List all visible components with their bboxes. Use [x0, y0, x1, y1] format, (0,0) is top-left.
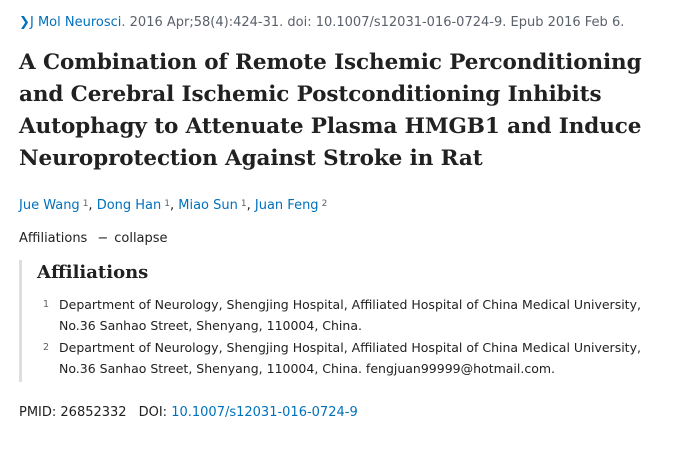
title-line: and Cerebral Ischemic Postconditioning I…	[19, 82, 602, 107]
author-link-juan-feng[interactable]: Juan Feng	[254, 198, 319, 213]
affiliation-line: No.36 Sanhao Street, Shenyang, 110004, C…	[59, 318, 362, 333]
author-link-miao-sun[interactable]: Miao Sun	[178, 198, 238, 213]
author-affiliation-ref[interactable]: 2	[321, 199, 328, 209]
article-identifiers: PMID: 26852332 DOI: 10.1007/s12031-016-07…	[19, 404, 669, 422]
doi-label: DOI:	[138, 405, 168, 420]
affiliations-heading: Affiliations	[37, 262, 149, 283]
author-affiliation-ref[interactable]: 1	[240, 199, 247, 209]
article-page: ❯J Mol Neurosci. 2016 Apr;58(4):424-31. …	[19, 0, 669, 422]
affiliations-panel: Affiliations 1 Department of Neurology, …	[19, 260, 669, 382]
pmid-label: PMID: 26852332	[19, 405, 127, 420]
affiliation-line: No.36 Sanhao Street, Shenyang, 110004, C…	[59, 361, 556, 376]
title-line: A Combination of Remote Ischemic Percond…	[19, 50, 642, 75]
affiliation-line: Department of Neurology, Shengjing Hospi…	[59, 340, 641, 355]
affiliation-number: 2	[43, 342, 50, 353]
doi-link[interactable]: 10.1007/s12031-016-0724-9	[171, 405, 358, 420]
journal-link[interactable]: J Mol Neurosci	[30, 15, 122, 30]
title-line: Autophagy to Attenuate Plasma HMGB1 and …	[19, 114, 642, 139]
affiliation-item: 1 Department of Neurology, Shengjing Hos…	[37, 294, 669, 336]
affiliation-item: 2 Department of Neurology, Shengjing Hos…	[37, 337, 669, 379]
collapse-dash-icon: −	[97, 231, 109, 246]
citation-details: . 2016 Apr;58(4):424-31. doi: 10.1007/s1…	[121, 15, 625, 30]
chevron-right-icon[interactable]: ❯	[19, 15, 30, 30]
author-link-dong-han[interactable]: Dong Han	[96, 198, 162, 213]
collapse-button[interactable]: collapse	[114, 231, 168, 246]
citation-line: ❯J Mol Neurosci. 2016 Apr;58(4):424-31. …	[19, 14, 669, 32]
authors-list: Jue Wang 1, Dong Han 1, Miao Sun 1, Juan Fe…	[19, 198, 328, 213]
author-affiliation-ref[interactable]: 1	[82, 199, 89, 209]
author-link-jue-wang[interactable]: Jue Wang	[19, 198, 80, 213]
affiliations-toggle-label: Affiliations	[19, 231, 88, 246]
affiliation-number: 1	[43, 299, 50, 310]
affiliations-toggle[interactable]: Affiliations − collapse	[19, 230, 669, 248]
title-line: Neuroprotection Against Stroke in Rat	[19, 146, 483, 171]
author-affiliation-ref[interactable]: 1	[164, 199, 170, 209]
affiliation-line: Department of Neurology, Shengjing Hospi…	[59, 297, 641, 312]
affiliations-list: 1 Department of Neurology, Shengjing Hos…	[37, 294, 669, 379]
article-title: A Combination of Remote Ischemic Percond…	[19, 47, 669, 175]
